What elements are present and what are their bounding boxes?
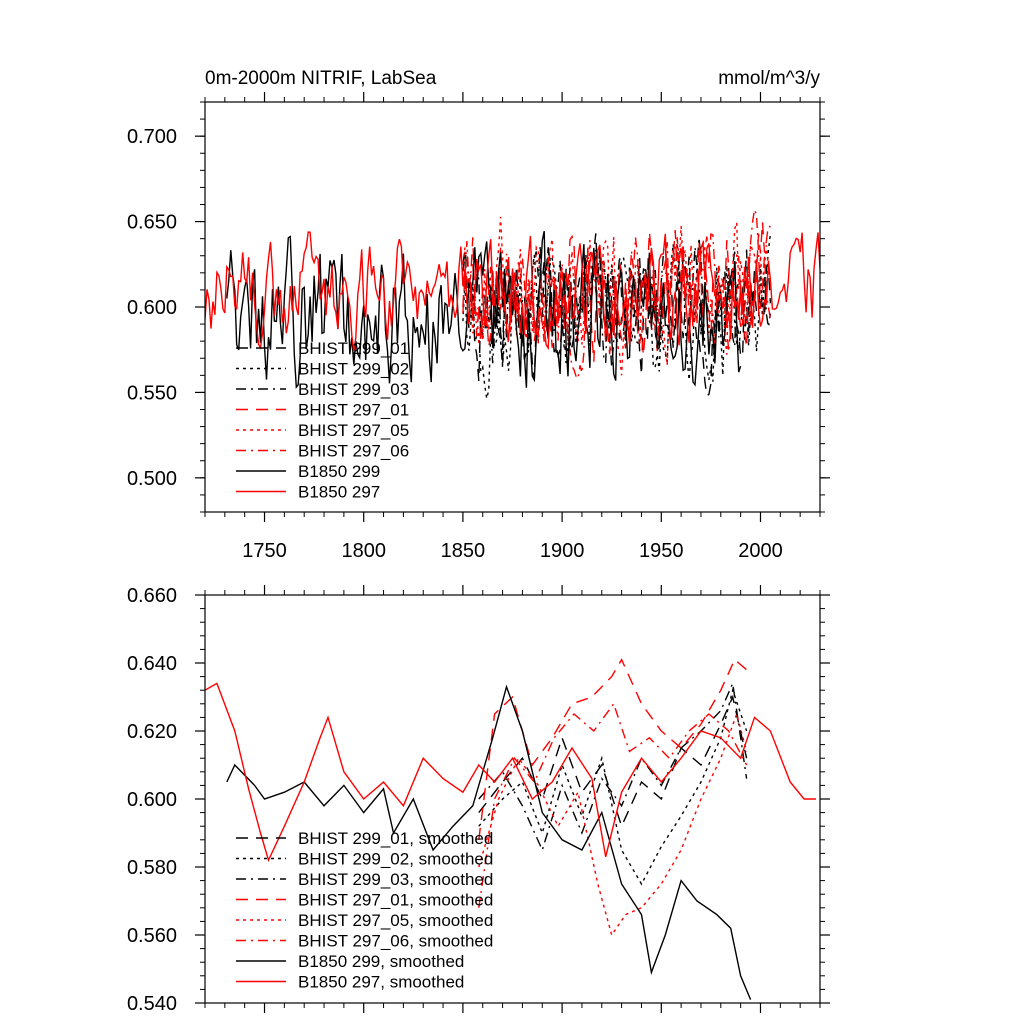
legend-label: B1850 297 [298,483,380,502]
legend-label: BHIST 299_02, smoothed [298,850,493,869]
top-series-lines [205,206,820,399]
legend-label: B1850 297, smoothed [298,973,464,992]
series-line [205,231,820,351]
x-tick-label: 1950 [639,540,684,562]
bottom-legend: BHIST 299_01, smoothed BHIST 299_02, smoo… [236,829,493,992]
y-tick-label: 0.580 [127,857,177,879]
y-tick-label: 0.550 [127,382,177,404]
legend-label: BHIST 299_01, smoothed [298,829,493,848]
series-line [205,682,816,863]
legend-label: B1850 299, smoothed [298,952,464,971]
y-tick-label: 0.560 [127,925,177,947]
y-tick-label: 0.600 [127,789,177,811]
y-tick-label: 0.700 [127,126,177,148]
bottom-panel: 0.540 0.560 0.580 0.600 0.620 0.640 0.660 BHIS… [127,585,830,1015]
x-tick-label: 1800 [341,540,386,562]
bottom-series-lines [205,658,816,1000]
x-tick-label: 1900 [540,540,585,562]
x-tick-label: 1850 [441,540,486,562]
y-tick-label: 0.620 [127,721,177,743]
top-axes: 1750 1800 1850 1900 1950 2000 0.500 0.550 0.600 0… [127,92,830,562]
bottom-axes: 0.540 0.560 0.580 0.600 0.620 0.640 0.660 [127,585,830,1015]
legend-label: BHIST 299_03, smoothed [298,870,493,889]
legend-label: BHIST 299_02 [298,360,409,379]
legend-label: BHIST 297_05, smoothed [298,911,493,930]
y-tick-label: 0.540 [127,993,177,1015]
legend-label: BHIST 297_01, smoothed [298,891,493,910]
x-tick-label: 2000 [738,540,783,562]
legend-label: BHIST 299_03 [298,380,409,399]
top-panel: 0m-2000m NITRIF, LabSea mmol/m^3/y 1750 1… [127,68,830,562]
series-line [478,658,748,840]
top-title: 0m-2000m NITRIF, LabSea [205,68,437,89]
y-tick-label: 0.500 [127,468,177,490]
y-tick-label: 0.650 [127,212,177,234]
series-line [478,711,748,937]
top-units: mmol/m^3/y [718,68,820,89]
series-line [226,684,752,1000]
series-line [478,680,748,852]
y-tick-label: 0.600 [127,297,177,319]
legend-label: B1850 299 [298,462,380,481]
legend-label: BHIST 299_01 [298,339,409,358]
legend-label: BHIST 297_01 [298,401,409,420]
legend-label: BHIST 297_06 [298,442,409,461]
legend-label: BHIST 297_06, smoothed [298,932,493,951]
legend-label: BHIST 297_05 [298,421,409,440]
x-tick-label: 1750 [242,540,287,562]
y-tick-label: 0.640 [127,653,177,675]
y-tick-label: 0.660 [127,585,177,607]
